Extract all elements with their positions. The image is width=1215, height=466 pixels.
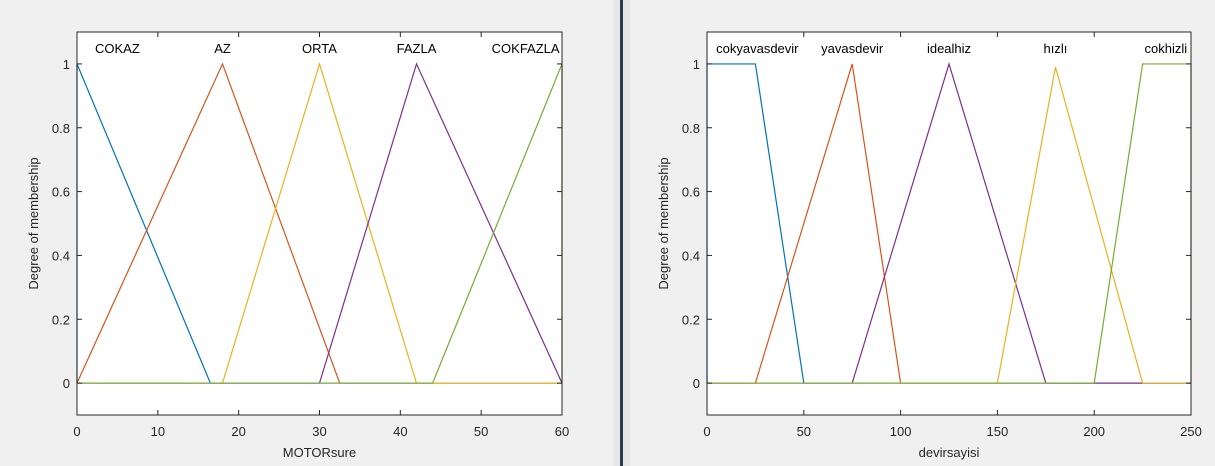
motorsure-membership-chart: 0 10 20 30 40 50 60 0 0.2 0.4 0.6 0.8 1 COKAZ AZ ORTA FA…: [26, 31, 569, 460]
y-tick-label: 1: [63, 57, 70, 72]
axes-frame: [706, 31, 1192, 416]
x-tick-label: 50: [474, 424, 488, 439]
x-tick-label: 0: [73, 424, 80, 439]
membership-function-label: FAZLA: [397, 41, 437, 56]
y-tick-label: 0.6: [682, 185, 700, 200]
membership-function-label: cokhizli: [1145, 41, 1188, 56]
membership-function-label: yavasdevir: [821, 41, 884, 56]
membership-function-label: AZ: [214, 41, 231, 56]
x-tick-label: 40: [393, 424, 407, 439]
x-tick-label: 30: [312, 424, 326, 439]
membership-function-label: ORTA: [302, 41, 337, 56]
x-tick-label: 50: [797, 424, 811, 439]
membership-function-label: hızlı: [1044, 41, 1068, 56]
x-tick-label: 20: [231, 424, 245, 439]
y-tick-label: 0: [693, 376, 700, 391]
y-axis-label: Degree of membership: [26, 157, 41, 289]
y-tick-label: 0.6: [52, 185, 70, 200]
membership-function-label: idealhiz: [927, 41, 971, 56]
x-tick-label: 0: [703, 424, 710, 439]
left-figure-panel: 0 10 20 30 40 50 60 0 0.2 0.4 0.6 0.8 1 COKAZ AZ ORTA FA…: [26, 31, 570, 460]
devirsayisi-membership-chart: 0 50 100 150 200 250 0 0.2 0.4 0.6 0.8 1 cokyavasdev…: [656, 31, 1202, 460]
figure-divider[interactable]: [614, 0, 630, 466]
x-tick-label: 150: [987, 424, 1009, 439]
x-tick-label: 100: [890, 424, 912, 439]
divider-line: [620, 0, 623, 466]
y-tick-label: 0.4: [682, 248, 700, 263]
x-tick-label: 250: [1180, 424, 1202, 439]
plot-area: [77, 32, 562, 415]
x-tick-label: 200: [1083, 424, 1105, 439]
y-axis-label: Degree of membership: [656, 157, 671, 289]
y-tick-label: 0.2: [52, 312, 70, 327]
plot-area: [707, 32, 1191, 415]
membership-function-label: cokyavasdevir: [716, 41, 799, 56]
right-figure-panel: 0 50 100 150 200 250 0 0.2 0.4 0.6 0.8 1 cokyavasdev…: [630, 0, 1215, 466]
x-axis-label: devirsayisi: [919, 445, 980, 460]
x-tick-label: 60: [555, 424, 569, 439]
y-tick-label: 0.2: [682, 312, 700, 327]
membership-function-label: COKFAZLA: [492, 41, 560, 56]
y-tick-label: 0.8: [682, 121, 700, 136]
x-axis-label: MOTORsure: [283, 445, 356, 460]
membership-function-label: COKAZ: [95, 41, 140, 56]
x-tick-label: 10: [151, 424, 165, 439]
y-tick-label: 0: [63, 376, 70, 391]
y-tick-label: 0.4: [52, 248, 70, 263]
y-tick-label: 0.8: [52, 121, 70, 136]
y-tick-label: 1: [693, 57, 700, 72]
